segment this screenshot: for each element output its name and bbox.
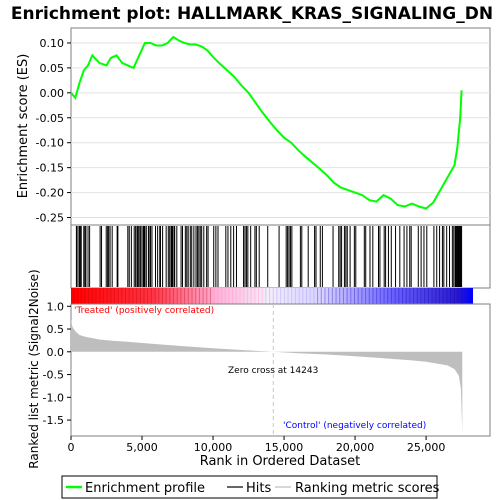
legend-metric-label: Ranking metric scores bbox=[295, 481, 440, 496]
es-gridlines bbox=[71, 42, 490, 219]
legend: Enrichment profile Hits Ranking metric s… bbox=[61, 475, 440, 499]
x-tick-label: 25,000 bbox=[407, 441, 446, 454]
metric-plot-area bbox=[70, 303, 491, 437]
control-label: 'Control' (negatively correlated) bbox=[283, 421, 426, 431]
x-tick-label: 15,000 bbox=[265, 441, 304, 454]
x-axis-label: Rank in Ordered Dataset bbox=[200, 454, 361, 469]
x-tick-label: 5,000 bbox=[126, 441, 158, 454]
chart-title: Enrichment plot: HALLMARK_KRAS_SIGNALING… bbox=[11, 4, 493, 24]
rank-bar-stripes bbox=[73, 288, 463, 304]
metric-y-tick-label: -0.5 bbox=[43, 369, 64, 382]
ranking-metric-area bbox=[71, 319, 463, 433]
legend-box bbox=[61, 475, 438, 499]
legend-profile-label: Enrichment profile bbox=[85, 481, 205, 496]
hit-markers bbox=[75, 226, 463, 287]
es-y-tick-label: 0.00 bbox=[40, 87, 65, 100]
metric-y-axis-label: Ranked list metric (Signal2Noise) bbox=[27, 269, 41, 468]
es-y-tick-label: 0.05 bbox=[40, 62, 65, 75]
es-y-tick-label: -0.05 bbox=[36, 112, 64, 125]
x-axis-ticks: 0 5,000 10,000 15,000 20,000 25,000 bbox=[68, 436, 446, 454]
rank-color-bar bbox=[71, 288, 473, 304]
x-tick-label: 0 bbox=[68, 441, 75, 454]
es-y-tick-label: -0.15 bbox=[36, 162, 64, 175]
zero-cross-label: Zero cross at 14243 bbox=[228, 366, 318, 376]
metric-y-tick-label: -1.5 bbox=[43, 414, 64, 427]
es-y-axis-label: Enrichment score (ES) bbox=[16, 54, 31, 199]
es-y-tick-label: -0.25 bbox=[36, 212, 64, 225]
hits-panel bbox=[70, 224, 491, 289]
es-y-tick-label: -0.10 bbox=[36, 137, 64, 150]
es-panel: 0.10 0.05 0.00 -0.05 -0.10 -0.15 -0.20 -0.25 En… bbox=[16, 27, 491, 226]
es-y-tick-label: 0.10 bbox=[40, 37, 65, 50]
metric-y-tick-label: 1.0 bbox=[47, 300, 65, 313]
x-tick-label: 10,000 bbox=[194, 441, 233, 454]
metric-y-ticks: 1.0 0.5 0.0 -0.5 -1.0 -1.5 bbox=[43, 300, 71, 427]
enrichment-profile-line bbox=[70, 35, 463, 210]
metric-panel: 1.0 0.5 0.0 -0.5 -1.0 -1.5 'Treated' (positiv… bbox=[27, 269, 491, 469]
es-plot-area bbox=[70, 27, 491, 226]
es-y-tick-label: -0.20 bbox=[36, 187, 64, 200]
legend-hits-label: Hits bbox=[246, 481, 271, 496]
es-y-ticks: 0.10 0.05 0.00 -0.05 -0.10 -0.15 -0.20 -0.25 bbox=[36, 37, 71, 225]
metric-y-tick-label: 0.5 bbox=[47, 323, 65, 336]
treated-label: 'Treated' (positively correlated) bbox=[74, 306, 214, 316]
x-tick-label: 20,000 bbox=[336, 441, 375, 454]
rank-gradient bbox=[71, 288, 473, 304]
metric-y-tick-label: 0.0 bbox=[47, 346, 65, 359]
metric-y-tick-label: -1.0 bbox=[43, 391, 64, 404]
